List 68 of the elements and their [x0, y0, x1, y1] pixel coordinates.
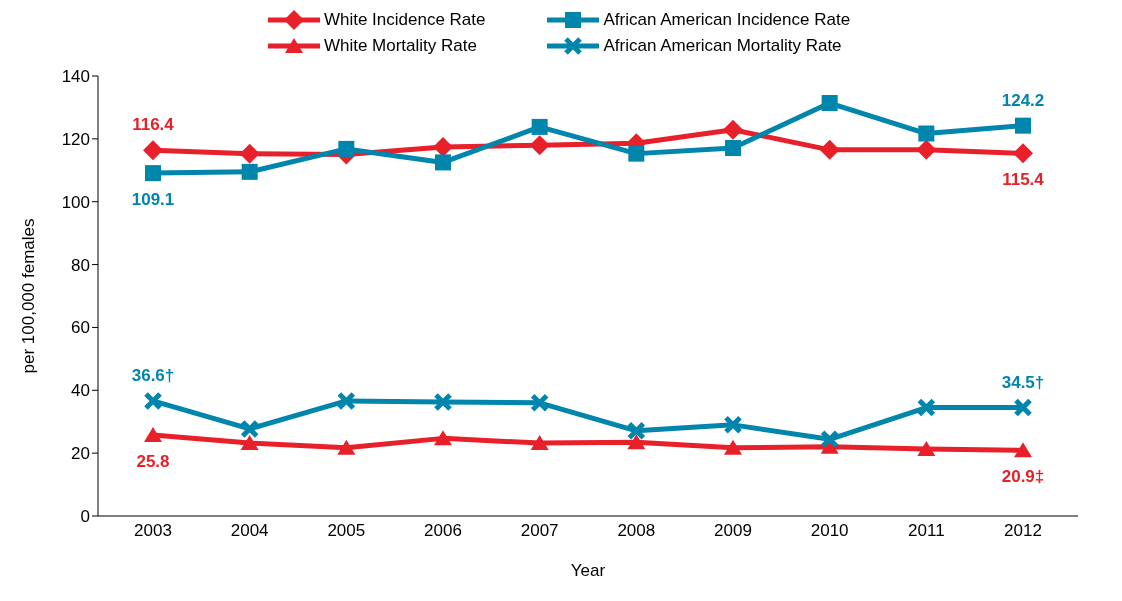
legend-label: White Incidence Rate — [323, 10, 486, 30]
x-tick-label: 2012 — [1004, 521, 1042, 541]
y-axis-title: per 100,000 females — [19, 218, 39, 374]
legend-label: African American Incidence Rate — [603, 10, 851, 30]
point — [530, 435, 549, 451]
point — [821, 95, 838, 112]
point — [918, 125, 935, 142]
point — [241, 163, 258, 180]
x-tick-label: 2006 — [424, 521, 462, 541]
x-tick-label: 2010 — [810, 521, 849, 541]
legend-label: African American Mortality Rate — [603, 36, 842, 56]
data-label: 20.9‡ — [1001, 467, 1045, 487]
point — [627, 434, 646, 450]
y-tick-label: 140 — [61, 67, 90, 87]
y-tick-label: 100 — [61, 192, 90, 212]
data-label: 116.4 — [132, 115, 175, 135]
data-label: 34.5† — [1001, 372, 1045, 392]
point — [1015, 117, 1031, 134]
point — [531, 118, 548, 135]
data-label: 36.6† — [131, 365, 175, 385]
point — [336, 391, 356, 411]
point — [435, 154, 451, 171]
y-tick-label: 60 — [71, 318, 90, 338]
x-axis-title: Year — [570, 561, 606, 580]
point — [723, 119, 743, 140]
point — [725, 139, 741, 156]
point — [143, 391, 163, 411]
point — [433, 392, 453, 412]
y-tick-label: 20 — [71, 444, 90, 464]
point — [916, 139, 937, 160]
point — [724, 439, 742, 455]
point — [1013, 143, 1033, 164]
y-tick-label: 80 — [71, 255, 90, 275]
data-label: 25.8 — [136, 451, 170, 471]
point — [434, 430, 452, 446]
point — [819, 139, 840, 160]
x-tick-label: 2009 — [714, 521, 752, 541]
point — [145, 165, 161, 182]
point — [338, 140, 355, 157]
point — [529, 135, 550, 156]
point — [820, 429, 840, 449]
point — [917, 441, 936, 457]
x-tick-label: 2003 — [134, 521, 172, 541]
point — [240, 435, 259, 451]
point — [240, 419, 260, 439]
point — [144, 426, 162, 442]
point — [530, 393, 550, 413]
point — [337, 439, 356, 455]
data-label: 109.1 — [131, 190, 175, 210]
x-tick-label: 2007 — [520, 521, 559, 541]
point — [1013, 398, 1033, 418]
y-tick-label: 40 — [71, 381, 90, 401]
point — [916, 398, 936, 418]
x-tick-label: 2005 — [327, 521, 366, 541]
point — [239, 143, 260, 164]
x-tick-label: 2011 — [908, 521, 945, 541]
point — [143, 140, 163, 161]
point — [626, 421, 646, 441]
y-tick-label: 120 — [61, 129, 90, 149]
point — [628, 145, 645, 162]
data-label: 115.4 — [1002, 170, 1045, 190]
x-tick-label: 2008 — [617, 521, 656, 541]
data-label: 124.2 — [1001, 90, 1045, 110]
legend-label: White Mortality Rate — [323, 36, 477, 56]
x-tick-label: 2004 — [230, 521, 269, 541]
y-tick-label: 0 — [80, 507, 90, 527]
point — [1014, 442, 1032, 458]
point — [723, 415, 743, 435]
